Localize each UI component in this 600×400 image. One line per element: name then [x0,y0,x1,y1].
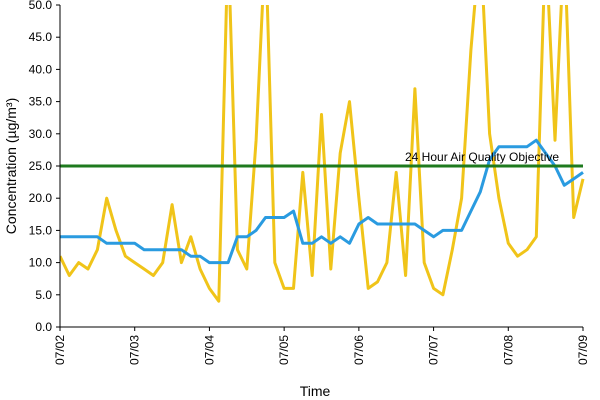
y-tick-label: 50.0 [29,0,53,12]
y-tick-label: 40.0 [29,62,53,76]
x-tick-label: 07/08 [501,335,515,365]
y-tick-label: 0.0 [35,320,52,334]
y-tick-label: 10.0 [29,256,53,270]
y-tick-label: 30.0 [29,127,53,141]
x-tick-label: 07/05 [277,335,291,365]
series-line [60,138,584,265]
x-tick-label: 07/02 [53,335,67,365]
objective-label: 24 Hour Air Quality Objective [405,150,559,164]
y-axis-label: Concentration (µg/m³) [3,98,19,234]
x-axis-label: Time [300,383,331,399]
y-tick-label: 35.0 [29,95,53,109]
x-tick-label: 07/04 [202,335,216,365]
series-line [60,5,585,303]
x-tick-label: 07/09 [576,335,590,365]
y-tick-label: 15.0 [29,223,53,237]
x-tick-label: 07/03 [128,335,142,365]
x-tick-label: 07/06 [352,335,366,365]
y-tick-label: 5.0 [35,288,52,302]
y-tick-label: 45.0 [29,30,53,44]
x-tick-label: 07/07 [427,335,441,365]
y-tick-label: 25.0 [29,159,53,173]
plot-area [60,5,585,303]
y-tick-label: 20.0 [29,191,53,205]
